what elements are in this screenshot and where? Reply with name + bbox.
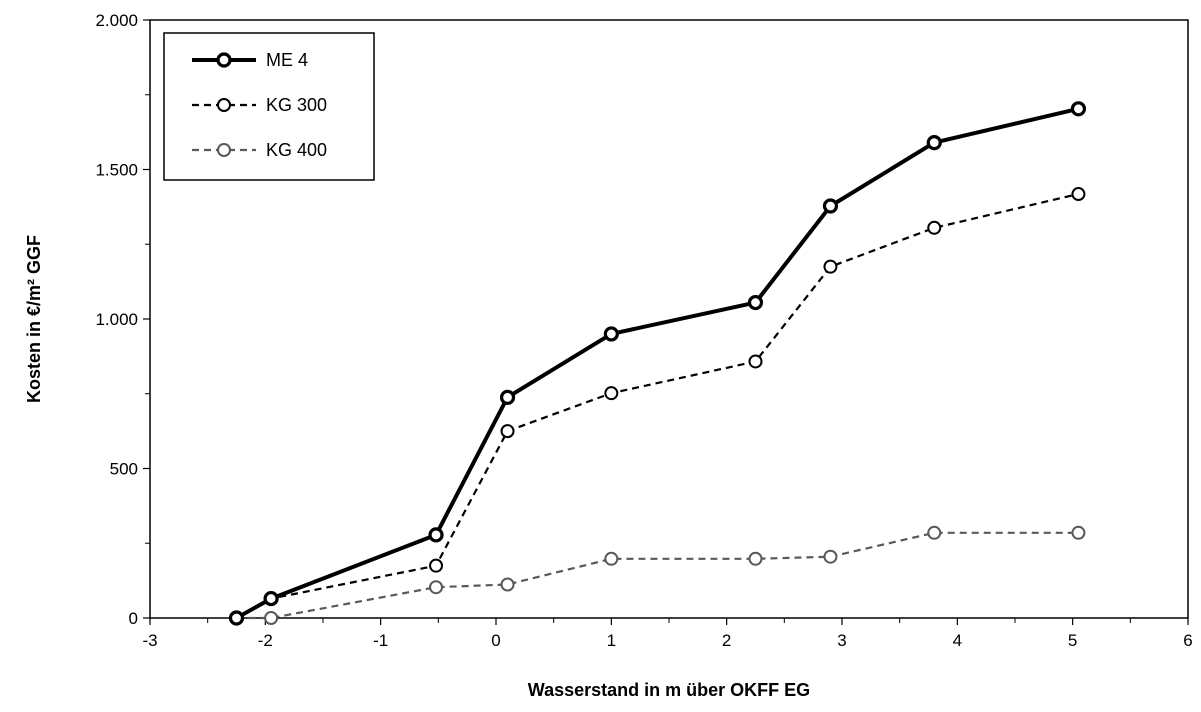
series-marker (822, 198, 839, 214)
x-tick-label: 2 (722, 631, 731, 650)
y-tick-label: 1.500 (95, 161, 138, 180)
x-tick-label: 4 (953, 631, 962, 650)
legend-label: ME 4 (266, 50, 308, 70)
legend-box (163, 32, 375, 181)
x-tick-label: 0 (491, 631, 500, 650)
series-marker (499, 389, 516, 405)
series-marker (604, 386, 619, 401)
series-marker (823, 549, 838, 564)
y-axis: 0 500 1.000 1.500 2.000 (95, 11, 150, 628)
x-tick-label: 6 (1183, 631, 1192, 650)
series-marker (428, 527, 444, 543)
x-tick-label: 1 (607, 631, 616, 650)
x-axis-title: Wasserstand in m über OKFF EG (528, 680, 810, 700)
series-marker (1071, 525, 1086, 540)
legend-label: KG 300 (266, 95, 327, 115)
series-layer (228, 101, 1087, 626)
y-axis-title: Kosten in €/m² GGF (24, 235, 44, 403)
series-marker (429, 558, 444, 573)
series-line (236, 531, 1079, 620)
x-tick-label: 3 (837, 631, 846, 650)
legend-swatch-marker (217, 98, 231, 112)
legend-label: KG 400 (266, 140, 327, 160)
series-marker (604, 551, 619, 566)
x-tick-label: -2 (258, 631, 273, 650)
series-marker (228, 610, 245, 626)
series-marker (500, 424, 515, 439)
legend-swatch-marker (216, 52, 232, 68)
y-tick-label: 1.000 (95, 310, 138, 329)
x-tick-label: 5 (1068, 631, 1077, 650)
y-tick-label: 500 (110, 460, 138, 479)
series-marker (429, 580, 444, 595)
series-marker (603, 326, 619, 342)
series-marker (748, 354, 763, 369)
legend: ME 4 KG 300 KG 400 (163, 32, 375, 181)
series-marker (748, 551, 763, 566)
x-axis: -3 -2 -1 0 1 2 3 4 5 6 (142, 618, 1193, 650)
series-marker (823, 259, 838, 274)
y-tick-label: 2.000 (95, 11, 138, 30)
x-tick-label: -3 (142, 631, 157, 650)
series-marker (927, 220, 942, 235)
series-marker (927, 525, 942, 540)
series-marker (264, 611, 279, 625)
y-tick-label: 0 (129, 609, 138, 628)
series-marker (263, 590, 279, 607)
series-marker (747, 294, 764, 311)
x-tick-label: -1 (373, 631, 388, 650)
series-marker (1070, 101, 1087, 117)
series-marker (500, 577, 515, 592)
series-marker (1071, 187, 1086, 202)
legend-swatch-marker (217, 143, 231, 157)
series-marker (926, 134, 942, 151)
